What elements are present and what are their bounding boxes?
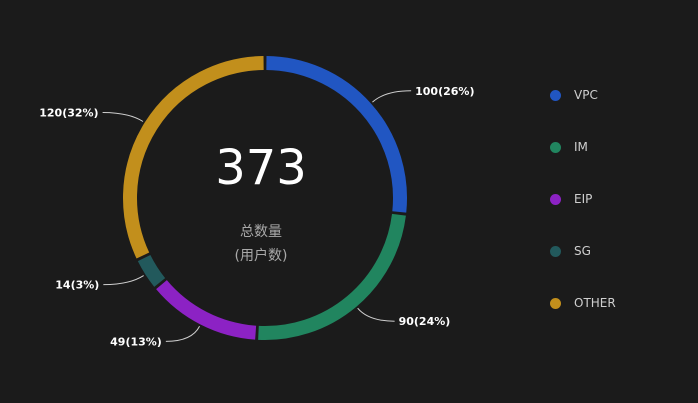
leader-line-eip — [165, 326, 201, 342]
data-label-vpc: 100(26%) — [415, 85, 474, 98]
center-label-line-1: 总数量 — [240, 224, 282, 240]
data-label-eip: 49(13%) — [110, 335, 162, 348]
data-label-sg: 14(3%) — [55, 279, 99, 292]
legend-label: OTHER — [574, 296, 616, 310]
data-label-im: 90(24%) — [399, 315, 451, 328]
legend-label: SG — [574, 244, 591, 258]
legend-label: EIP — [574, 192, 593, 206]
legend-item-im[interactable]: IM — [550, 138, 616, 156]
legend-dot-icon — [550, 141, 561, 153]
donut-slice-sg[interactable] — [137, 254, 166, 287]
donut-slice-other[interactable] — [123, 56, 264, 259]
center-label-line-2: (用户数) — [234, 248, 288, 264]
legend-item-vpc[interactable]: VPC — [550, 86, 616, 104]
center-label: 总数量 (用户数) — [161, 220, 361, 268]
legend-item-other[interactable]: OTHER — [550, 294, 616, 312]
leader-line-vpc — [372, 90, 412, 103]
legend-label: VPC — [574, 88, 598, 102]
total-value: 373 — [215, 140, 307, 196]
legend-item-eip[interactable]: EIP — [550, 190, 616, 208]
data-label-other: 120(32%) — [39, 106, 98, 119]
legend: VPC IM EIP SG OTHER — [550, 86, 616, 346]
leader-line-im — [357, 307, 395, 322]
legend-dot-icon — [550, 245, 561, 257]
leader-line-sg — [103, 275, 144, 286]
donut-slice-vpc[interactable] — [266, 56, 407, 213]
donut-slice-eip[interactable] — [156, 280, 257, 340]
legend-dot-icon — [550, 89, 561, 101]
legend-item-sg[interactable]: SG — [550, 242, 616, 260]
leader-line-other — [102, 111, 144, 122]
legend-dot-icon — [550, 193, 561, 205]
donut-slice-im[interactable] — [258, 213, 406, 340]
legend-label: IM — [574, 140, 588, 154]
legend-dot-icon — [550, 297, 561, 309]
